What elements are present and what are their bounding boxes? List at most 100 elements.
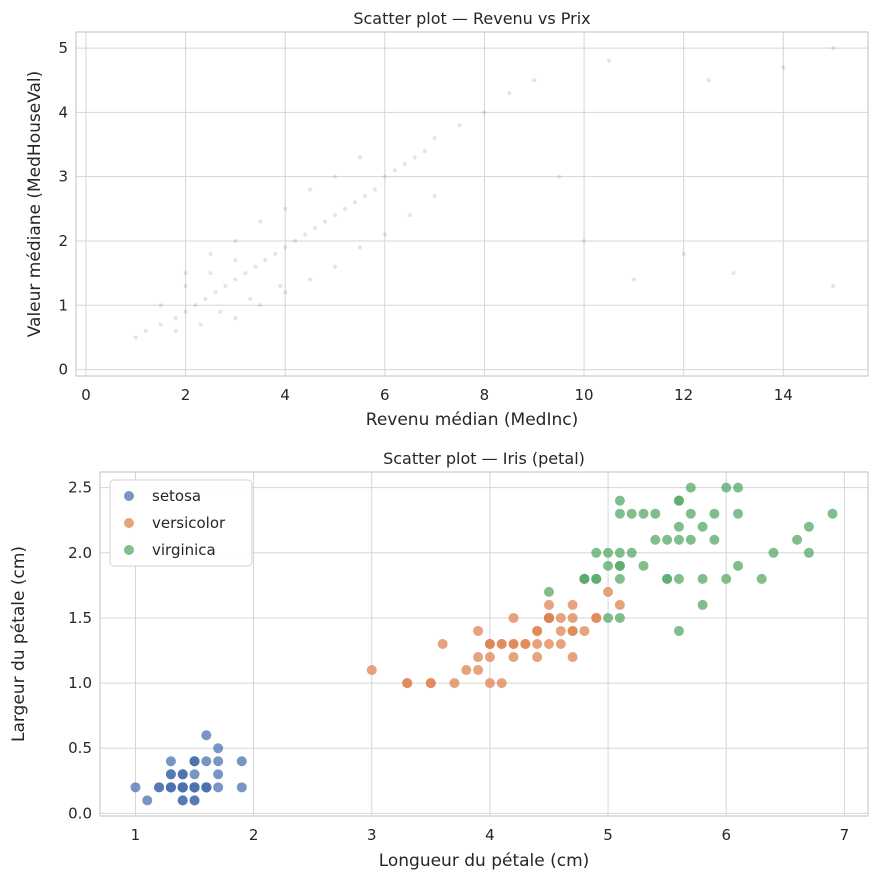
data-point	[685, 482, 696, 493]
legend: setosa versicolor virginica	[109, 479, 253, 567]
data-point	[532, 652, 543, 663]
data-point	[543, 586, 554, 597]
data-point	[352, 200, 357, 205]
series-setosa	[130, 730, 247, 806]
x-tick-label: 0	[81, 386, 91, 404]
legend-marker	[124, 518, 134, 528]
data-point	[461, 665, 472, 676]
data-point	[756, 573, 767, 584]
data-point	[213, 290, 218, 295]
data-point	[189, 782, 200, 793]
data-point	[432, 136, 437, 141]
data-point	[449, 678, 460, 689]
data-point	[283, 206, 288, 211]
y-tick-label: 1.5	[68, 609, 92, 627]
data-point	[484, 678, 495, 689]
x-tick-label: 14	[774, 386, 793, 404]
data-point	[681, 251, 686, 256]
data-point	[253, 264, 258, 269]
y-tick-label: 1.0	[68, 674, 92, 692]
plot-frame	[99, 471, 869, 817]
data-point	[614, 560, 625, 571]
data-point	[697, 573, 708, 584]
data-point	[198, 322, 203, 327]
data-point	[382, 174, 387, 179]
data-point	[579, 625, 590, 636]
data-point	[158, 322, 163, 327]
data-point	[177, 795, 188, 806]
data-point	[473, 665, 484, 676]
data-point	[236, 782, 247, 793]
data-point	[567, 612, 578, 623]
data-point	[614, 599, 625, 610]
data-point	[532, 639, 543, 649]
data-point	[673, 534, 684, 545]
data-point	[662, 573, 673, 584]
data-point	[392, 168, 397, 173]
data-point	[177, 782, 188, 793]
data-point	[555, 625, 566, 636]
x-tick-label: 1	[131, 826, 141, 844]
data-point	[673, 521, 684, 532]
data-point	[218, 309, 223, 314]
data-point	[803, 547, 814, 558]
data-point	[233, 258, 238, 263]
data-point	[142, 795, 153, 806]
data-point	[508, 639, 519, 649]
data-point	[831, 46, 836, 51]
data-point	[803, 521, 814, 532]
plot-frame	[75, 31, 869, 377]
data-point	[457, 123, 462, 128]
data-point	[425, 678, 436, 689]
data-point	[614, 495, 625, 506]
data-point	[154, 782, 165, 793]
data-point	[183, 271, 188, 276]
data-point	[158, 303, 163, 308]
data-point	[248, 296, 253, 301]
data-point	[555, 612, 566, 623]
data-point	[685, 534, 696, 545]
data-point	[508, 612, 519, 623]
data-point	[130, 782, 141, 793]
data-point	[697, 521, 708, 532]
y-tick-label: 5	[58, 39, 68, 57]
data-point	[201, 730, 212, 741]
data-point	[626, 508, 637, 519]
x-tick-label: 5	[603, 826, 613, 844]
data-point	[213, 756, 224, 767]
data-point	[407, 213, 412, 218]
data-point	[792, 534, 803, 545]
data-point	[432, 193, 437, 198]
data-point	[233, 277, 238, 282]
data-point	[372, 187, 377, 192]
legend-marker	[124, 545, 134, 555]
data-point	[706, 78, 711, 83]
data-point	[614, 612, 625, 623]
data-point	[308, 187, 313, 192]
data-point	[263, 258, 268, 263]
data-point	[496, 639, 507, 649]
y-tick-label: 0.5	[68, 739, 92, 757]
series-virginica	[543, 482, 838, 636]
data-point	[402, 161, 407, 166]
data-point	[614, 508, 625, 519]
data-point	[532, 625, 543, 636]
data-point	[177, 769, 188, 780]
data-point	[496, 678, 507, 689]
x-tick-label: 2	[181, 386, 191, 404]
data-point	[484, 639, 495, 649]
data-point	[233, 316, 238, 321]
data-point	[223, 283, 228, 288]
data-point	[650, 534, 661, 545]
data-point	[603, 586, 614, 597]
y-tick-label: 0	[58, 361, 68, 379]
x-tick-label: 3	[367, 826, 377, 844]
legend-label: virginica	[152, 541, 216, 559]
chart-title: Scatter plot — Iris (petal)	[383, 449, 585, 468]
data-point	[201, 782, 212, 793]
data-point	[193, 303, 198, 308]
data-point	[662, 534, 673, 545]
data-point	[323, 219, 328, 224]
y-tick-label: 0.0	[68, 804, 92, 822]
